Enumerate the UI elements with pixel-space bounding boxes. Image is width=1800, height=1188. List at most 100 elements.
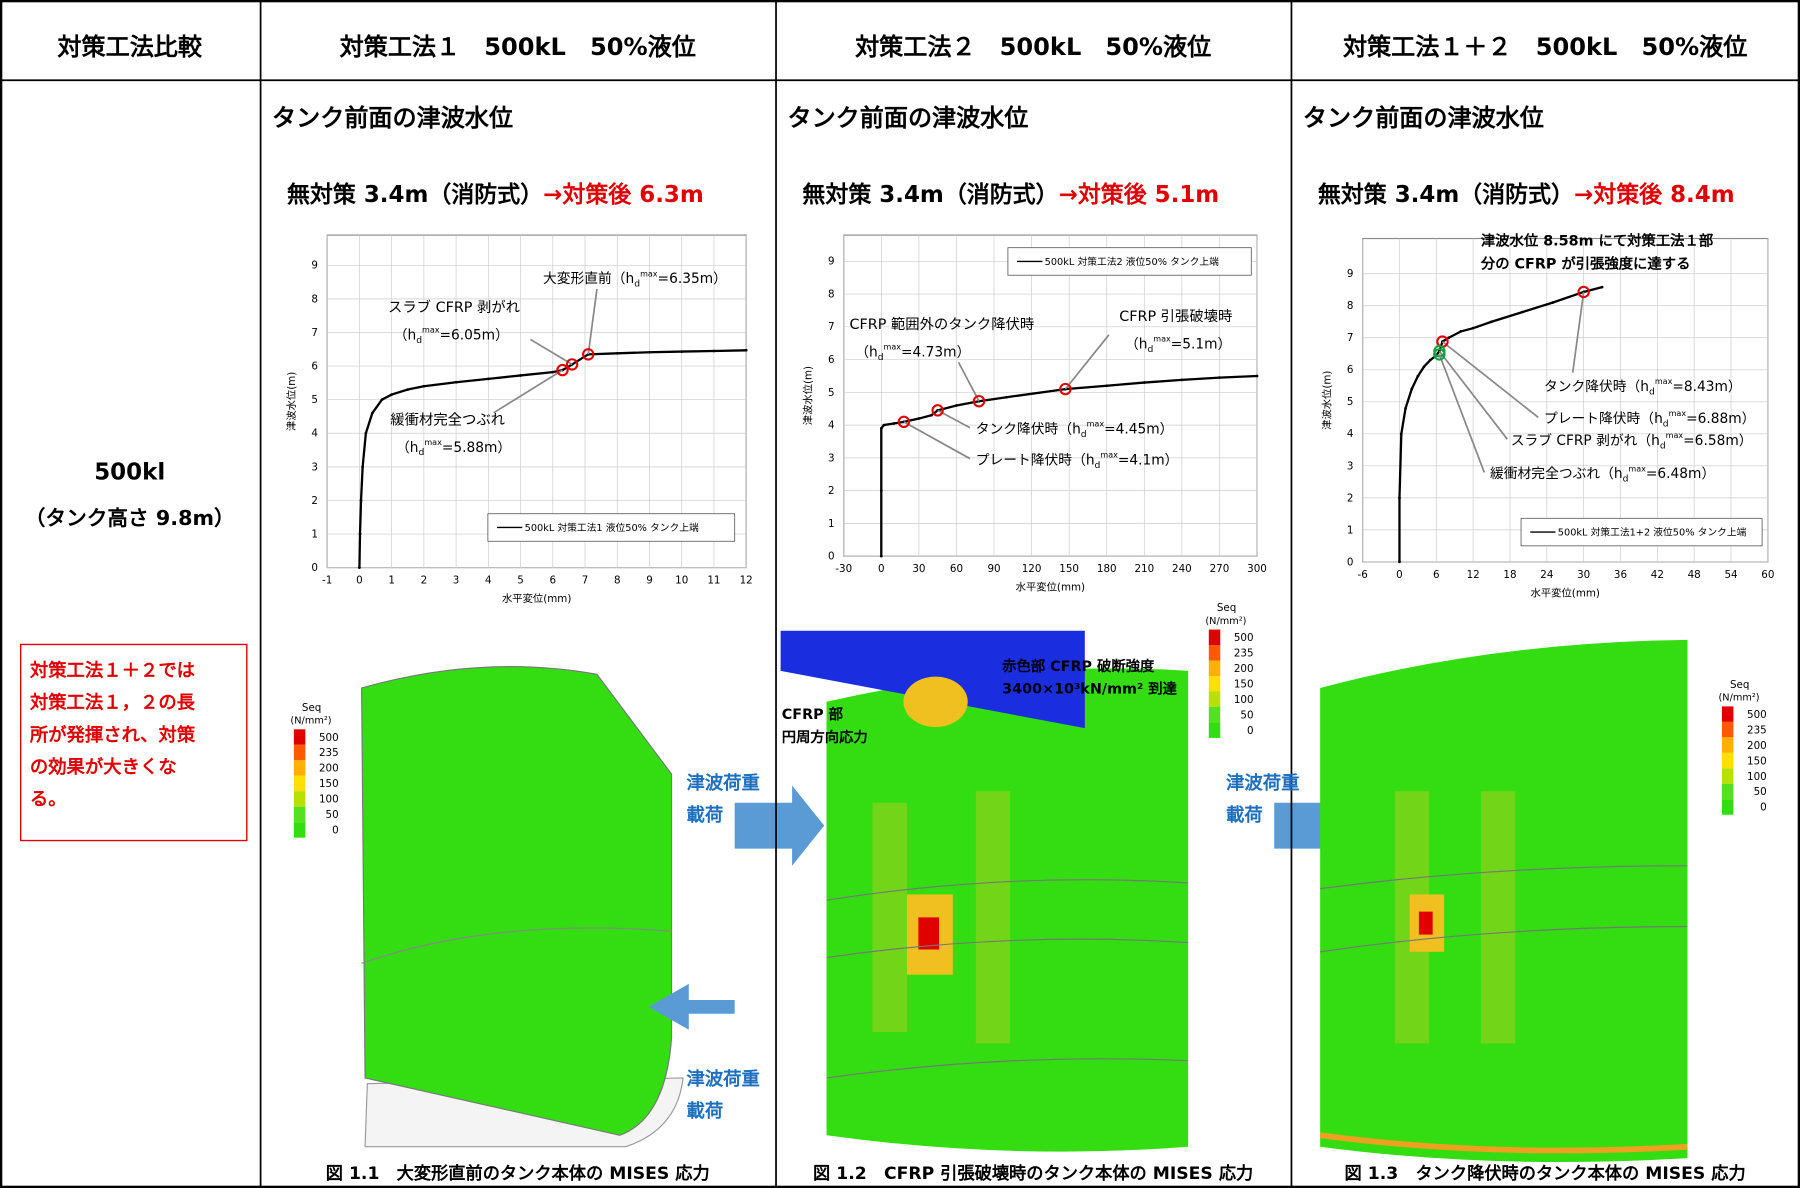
y-axis-label: 津波水位(m) — [1320, 371, 1333, 430]
colorbar-swatch — [1208, 629, 1221, 646]
y-tick-label: 1 — [828, 518, 835, 530]
legend-box — [1520, 517, 1763, 547]
colorbar-swatch — [1208, 645, 1221, 661]
load-arrow — [648, 983, 735, 1030]
colorbar-label: 150 — [319, 778, 339, 790]
figure-3 — [1319, 639, 1688, 1163]
inset-label: 3400×10³kN/mm² 到達 — [1002, 680, 1177, 698]
arrow-label: 津波荷重 — [686, 1068, 759, 1090]
note-line: 対策工法１＋２では — [29, 660, 195, 682]
x-tick-label: 60 — [1761, 569, 1774, 581]
h-sub: d — [634, 279, 640, 290]
h-prefix: （h — [1637, 433, 1659, 449]
annotation-label: タンク降伏時 — [1544, 379, 1627, 395]
annotation-value: タンク降伏時（hdmax=8.43m） — [1544, 377, 1742, 397]
h-prefix: （h — [855, 345, 877, 361]
column-heading: タンク前面の津波水位 — [788, 104, 1029, 132]
x-tick-label: 12 — [740, 575, 753, 587]
colorbar-label: 50 — [1754, 786, 1767, 798]
arrow-label: 載荷 — [686, 1100, 723, 1122]
annotation-label: スラブ CFRP 剥がれ — [1511, 432, 1638, 449]
colorbar-swatch — [1721, 799, 1734, 815]
note-line: 対策工法１，２の長 — [29, 692, 196, 714]
h-sup: max — [1655, 377, 1673, 386]
inset-part-label: 円周方向応力 — [782, 728, 868, 746]
hot-spot — [918, 917, 940, 950]
colorbar-swatch — [293, 729, 306, 745]
series-marker — [1459, 329, 1463, 333]
colorbar-swatch — [293, 744, 306, 761]
result-line: 無対策 3.4m（消防式）→対策後 8.4m — [1318, 181, 1735, 208]
annotation-value: スラブ CFRP 剥がれ（hdmax=6.58m） — [1511, 431, 1753, 451]
x-tick-label: 9 — [646, 575, 653, 587]
header-cell: 対策工法１ 500kL 50%液位 — [340, 33, 696, 61]
arrow-label: 載荷 — [1226, 804, 1263, 826]
value-label: =5.1m） — [1171, 337, 1232, 353]
series-marker — [486, 377, 490, 381]
colorbar-swatch — [1721, 721, 1734, 738]
key-point — [1433, 348, 1446, 361]
header-cell: 対策工法２ 500kL 50%液位 — [855, 33, 1211, 61]
legend-label: 500kL 対策工法2 液位50% タンク上端 — [1045, 255, 1219, 268]
note-box — [19, 643, 248, 842]
colorbar-label: 100 — [1234, 694, 1254, 706]
figure-caption: 図 1.1 大変形直前のタンク本体の MISES 応力 — [326, 1163, 710, 1184]
header-cell: 対策工法１＋２ 500kL 50%液位 — [1343, 33, 1747, 61]
series-marker — [648, 350, 651, 354]
colorbar-swatch — [1208, 706, 1221, 723]
key-point — [931, 404, 944, 417]
x-tick-label: 8 — [614, 575, 621, 587]
legend-box — [487, 513, 736, 542]
colorbar-label: 235 — [1747, 724, 1767, 736]
colorbar-label: 0 — [1247, 725, 1254, 737]
figure-caption: 図 1.3 タンク降伏時のタンク本体の MISES 応力 — [1345, 1163, 1746, 1184]
series-marker — [390, 393, 394, 397]
weld-line — [361, 927, 672, 964]
y-tick-label: 1 — [311, 528, 318, 540]
x-tick-label: 90 — [987, 563, 1000, 575]
h-sup: max — [1087, 420, 1105, 429]
x-tick-label: 150 — [1059, 563, 1079, 575]
value-label: =4.1m） — [1118, 452, 1179, 468]
series-marker — [1410, 387, 1414, 391]
h-sub: d — [1663, 419, 1669, 430]
h-prefix: （h — [396, 440, 418, 456]
y-tick-label: 3 — [311, 461, 318, 473]
tank-shape — [361, 665, 673, 1136]
series-marker — [744, 348, 748, 352]
weld-line — [1320, 865, 1688, 953]
plot-area — [1362, 237, 1769, 563]
x-tick-label: 300 — [1247, 563, 1267, 575]
note-line: の効果が大きくな — [30, 756, 177, 778]
h-prefix: （h — [1627, 379, 1649, 395]
row-subtitle: （タンク高さ 9.8m） — [25, 506, 235, 530]
value-label: =6.35m） — [658, 271, 727, 287]
x-tick-label: 0 — [1396, 569, 1403, 581]
annotation-value: タンク降伏時（hdmax=4.45m） — [976, 420, 1174, 440]
colorbar-label: 100 — [319, 794, 339, 806]
leader-line — [1438, 354, 1486, 473]
stress-band — [975, 791, 1011, 1044]
colorbar-swatch — [1208, 660, 1221, 676]
key-point — [897, 415, 911, 429]
plot-area — [843, 234, 1258, 557]
leader-line — [1571, 291, 1585, 373]
colorbar-label: 500 — [1234, 632, 1254, 644]
colorbar-title: Seq — [1730, 679, 1749, 691]
h-prefix: （h — [1058, 421, 1080, 437]
x-tick-label: 10 — [675, 575, 688, 587]
row-title: 500kl — [94, 459, 165, 485]
base-zone — [1319, 1132, 1688, 1154]
colorbar-label: 200 — [1747, 740, 1767, 752]
h-sup: max — [422, 326, 440, 335]
colorbar-label: 500 — [319, 732, 339, 744]
value-label: =8.43m） — [1672, 379, 1741, 395]
leader-line — [957, 361, 980, 402]
legend-box — [1007, 247, 1252, 276]
x-tick-label: 6 — [550, 575, 557, 587]
series-marker — [422, 384, 426, 388]
figure-2 — [780, 630, 1364, 1152]
series-marker — [358, 566, 361, 570]
